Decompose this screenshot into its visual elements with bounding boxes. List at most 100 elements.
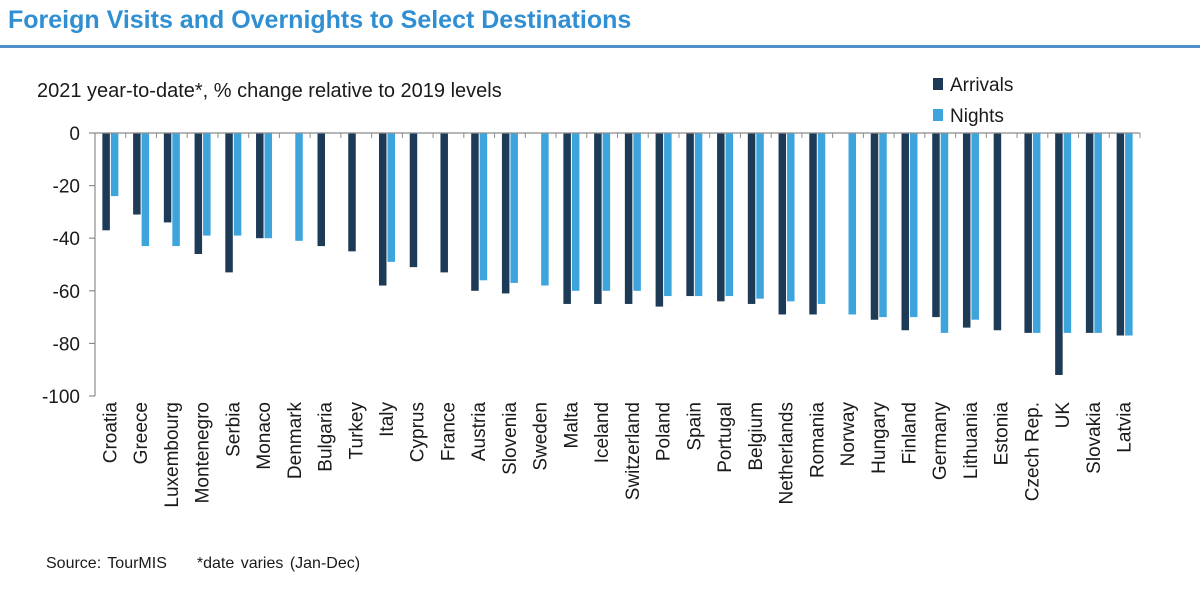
category-label: Greece xyxy=(131,402,152,464)
category-label: Estonia xyxy=(992,402,1013,466)
bar-nights-romania xyxy=(817,133,826,304)
category-label: Cyprus xyxy=(408,402,429,462)
category-label: Germany xyxy=(930,402,951,481)
category-label: Montenegro xyxy=(193,402,214,503)
category-label: Slovenia xyxy=(500,402,521,475)
axes-layer xyxy=(89,132,1141,397)
category-label: Czech Rep. xyxy=(1022,402,1043,501)
chart-subtitle: 2021 year-to-date*, % change relative to… xyxy=(37,80,502,102)
y-tick-label: -20 xyxy=(53,177,80,198)
bar-arrivals-finland xyxy=(901,133,909,331)
bar-nights-austria xyxy=(479,133,488,281)
bar-arrivals-austria xyxy=(471,133,479,291)
category-label: Turkey xyxy=(346,402,367,460)
category-labels: Croatia Greece Luxembourg Montenegro Serbia M… xyxy=(100,402,1135,508)
category-label: Luxembourg xyxy=(162,402,183,508)
category-label: Belgium xyxy=(746,402,767,471)
bar-arrivals-france xyxy=(440,133,448,273)
category-label: Spain xyxy=(684,402,705,451)
bar-arrivals-luxembourg xyxy=(163,133,172,223)
bar-arrivals-hungary xyxy=(870,133,879,320)
bar-nights-latvia xyxy=(1125,133,1133,336)
category-label: Sweden xyxy=(531,402,552,471)
bar-nights-czech-rep xyxy=(1032,133,1041,333)
bar-nights-italy xyxy=(387,133,395,262)
bar-arrivals-cyprus xyxy=(409,133,418,268)
bar-arrivals-germany xyxy=(932,133,940,318)
category-label: Iceland xyxy=(592,402,613,463)
bar-arrivals-estonia xyxy=(993,133,1002,331)
bar-nights-luxembourg xyxy=(172,133,180,247)
category-label: France xyxy=(438,402,459,461)
bar-arrivals-serbia xyxy=(225,133,233,273)
bar-nights-netherlands xyxy=(787,133,795,302)
bar-nights-poland xyxy=(664,133,672,297)
bar-arrivals-turkey xyxy=(348,133,356,252)
bar-arrivals-slovakia xyxy=(1085,133,1094,333)
bar-nights-slovakia xyxy=(1094,133,1102,333)
category-label: Lithuania xyxy=(961,402,982,480)
category-label: UK xyxy=(1053,402,1074,429)
category-label: Netherlands xyxy=(777,402,798,504)
bar-nights-switzerland xyxy=(633,133,641,291)
bar-nights-norway xyxy=(848,133,857,315)
source-note: Source: TourMIS *date varies (Jan-Dec) xyxy=(46,555,360,573)
bar-arrivals-netherlands xyxy=(778,133,787,315)
y-tick-label: 0 xyxy=(69,124,80,145)
bar-arrivals-monaco xyxy=(256,133,264,239)
title-underline xyxy=(0,45,1200,48)
category-label: Switzerland xyxy=(623,402,644,500)
bar-arrivals-latvia xyxy=(1116,133,1125,336)
bar-nights-finland xyxy=(909,133,918,318)
bar-arrivals-belgium xyxy=(747,133,756,304)
y-tick-label: -100 xyxy=(42,387,80,408)
category-label: Denmark xyxy=(285,402,306,480)
legend-swatch-nights xyxy=(933,109,943,121)
category-label: Finland xyxy=(899,402,920,464)
bar-nights-belgium xyxy=(756,133,764,299)
bar-nights-croatia xyxy=(110,133,119,197)
bar-nights-germany xyxy=(940,133,949,333)
y-tick-labels: 0 -20 -40 -60 -80 -100 xyxy=(42,124,80,408)
legend-swatch-arrivals xyxy=(933,78,943,90)
bar-nights-uk xyxy=(1063,133,1072,333)
bar-arrivals-spain xyxy=(686,133,694,297)
bar-arrivals-slovenia xyxy=(501,133,510,294)
source-text: Source: TourMIS xyxy=(46,555,167,572)
bar-nights-montenegro xyxy=(203,133,211,236)
legend-label-nights: Nights xyxy=(950,106,1004,127)
category-label: Slovakia xyxy=(1084,402,1105,474)
bar-nights-iceland xyxy=(602,133,611,291)
bar-arrivals-switzerland xyxy=(624,133,633,304)
bar-nights-denmark xyxy=(295,133,303,241)
bar-arrivals-bulgaria xyxy=(317,133,326,247)
bar-nights-lithuania xyxy=(971,133,979,320)
bar-arrivals-czech-rep xyxy=(1024,133,1032,333)
bar-arrivals-poland xyxy=(655,133,664,307)
bar-arrivals-italy xyxy=(378,133,387,286)
category-label: Croatia xyxy=(100,402,121,464)
category-label: Norway xyxy=(838,402,859,467)
bar-nights-slovenia xyxy=(510,133,518,283)
bar-nights-greece xyxy=(141,133,150,247)
bar-arrivals-croatia xyxy=(102,133,110,231)
footnote-text: *date varies (Jan-Dec) xyxy=(196,555,361,572)
bar-arrivals-romania xyxy=(809,133,817,315)
category-label: Portugal xyxy=(715,402,736,473)
category-label: Poland xyxy=(654,402,675,461)
category-label: Monaco xyxy=(254,402,275,470)
y-tick-label: -80 xyxy=(53,334,80,355)
bar-nights-spain xyxy=(694,133,703,297)
bar-nights-serbia xyxy=(233,133,242,236)
bar-nights-malta xyxy=(571,133,580,291)
category-label: Malta xyxy=(561,402,582,449)
chart-title: Foreign Visits and Overnights to Select … xyxy=(8,6,632,34)
bar-nights-portugal xyxy=(725,133,734,297)
category-label: Italy xyxy=(377,402,398,437)
bar-arrivals-greece xyxy=(133,133,141,215)
category-label: Romania xyxy=(807,402,828,478)
bar-arrivals-montenegro xyxy=(194,133,203,254)
bars-layer xyxy=(102,133,1133,375)
legend-label-arrivals: Arrivals xyxy=(950,75,1013,96)
legend: Arrivals Nights xyxy=(933,75,1013,127)
